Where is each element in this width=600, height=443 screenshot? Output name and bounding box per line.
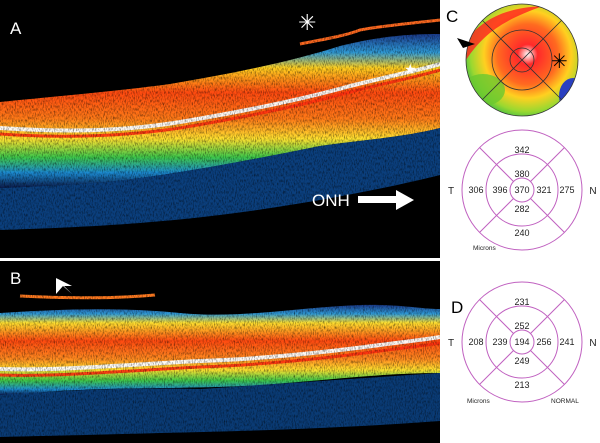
oct-scan-b-image [0,261,440,443]
sector-grid-c: 342 380 306 396 370 321 275 282 240 T N … [448,129,597,252]
c-inferior-inner: 282 [514,204,529,214]
d-temporal-outer: 208 [468,337,483,347]
c-center: 370 [514,185,529,195]
onh-label: ONH [312,191,350,210]
d-superior-inner: 252 [514,321,529,331]
c-temporal-inner: 396 [492,185,507,195]
c-nasal-inner: 321 [536,185,551,195]
panel-letter-a: A [10,19,22,38]
panel-letter-d: D [451,298,463,317]
star-marker: ★ [404,61,417,77]
thickness-map-d: D 231 252 208 239 194 256 241 249 213 T … [448,281,597,405]
map-panel-c: C ✳ 342 380 306 396 370 321 275 [443,0,600,258]
c-nasal-label: N [589,186,596,197]
d-units-label: Microns [467,398,491,405]
c-superior-inner: 380 [514,169,529,179]
sector-grid-d: 231 252 208 239 194 256 241 249 213 T N … [448,281,597,405]
asterisk-marker: ✳ [298,10,317,35]
color-thickness-map [466,4,578,116]
c-superior-outer: 342 [514,145,529,155]
panel-letter-b: B [10,269,22,288]
oct-scan-a [0,0,440,258]
d-inferior-outer: 213 [514,380,529,390]
arrowhead-icon [56,278,72,294]
black-arrowhead-icon [457,38,475,48]
c-inferior-outer: 240 [514,228,529,238]
oct-scan-a-image [0,0,440,258]
d-temporal-inner: 239 [492,337,507,347]
d-nasal-inner: 256 [536,337,551,347]
d-temporal-label: T [448,338,454,349]
d-inferior-inner: 249 [514,356,529,366]
d-center: 194 [514,337,529,347]
c-temporal-outer: 306 [468,185,483,195]
c-temporal-label: T [448,186,454,197]
d-nasal-outer: 241 [559,337,574,347]
panel-letter-c: C [446,7,458,26]
oct-scan-b [0,261,440,443]
onh-arrow-icon [358,190,414,210]
d-status-label: NORMAL [551,398,579,405]
d-superior-outer: 231 [514,297,529,307]
d-nasal-label: N [589,338,596,349]
thickness-map-c: C ✳ 342 380 306 396 370 321 275 [446,3,597,252]
c-units-label: Microns [473,245,497,252]
c-nasal-outer: 275 [559,185,574,195]
map-panel-d: D 231 252 208 239 194 256 241 249 213 T … [443,261,600,443]
black-asterisk-marker: ✳ [551,49,568,73]
